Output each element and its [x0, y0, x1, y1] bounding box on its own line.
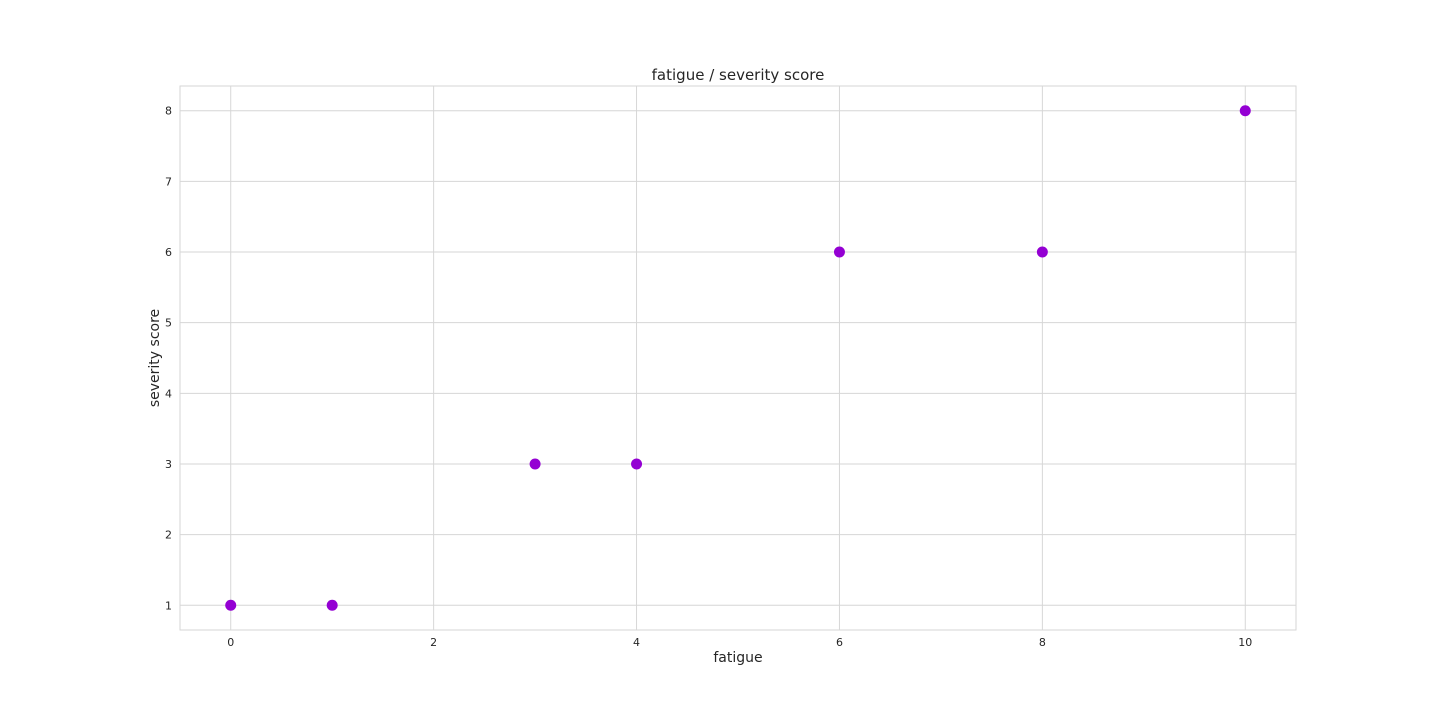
- x-tick-label: 8: [1039, 636, 1046, 649]
- data-point: [631, 458, 643, 470]
- data-points: [225, 105, 1251, 611]
- y-tick-label: 4: [165, 387, 172, 400]
- y-tick-labels: 1 2 3 4 5 6 7 8: [165, 105, 172, 613]
- y-tick-label: 7: [165, 175, 172, 188]
- data-point: [326, 599, 338, 611]
- y-axis-label: severity score: [147, 309, 163, 407]
- chart-title: fatigue / severity score: [652, 66, 825, 84]
- x-tick-label: 2: [430, 636, 437, 649]
- y-tick-label: 1: [165, 599, 172, 612]
- y-tick-label: 5: [165, 317, 172, 330]
- grid-layer: [180, 86, 1296, 630]
- y-tick-label: 2: [165, 529, 172, 542]
- x-tick-label: 4: [633, 636, 640, 649]
- x-tick-label: 10: [1238, 636, 1252, 649]
- data-point: [1036, 246, 1048, 258]
- y-tick-label: 8: [165, 105, 172, 118]
- plot-frame: [179, 85, 1297, 631]
- y-tick-label: 3: [165, 458, 172, 471]
- x-tick-label: 6: [836, 636, 843, 649]
- data-point: [529, 458, 541, 470]
- data-point: [1239, 105, 1251, 117]
- x-tick-labels: 0 2 4 6 8 10: [227, 636, 1252, 649]
- y-tick-label: 6: [165, 246, 172, 259]
- x-tick-label: 0: [227, 636, 234, 649]
- data-point: [833, 246, 845, 258]
- data-point: [225, 599, 237, 611]
- x-axis-label: fatigue: [713, 650, 762, 666]
